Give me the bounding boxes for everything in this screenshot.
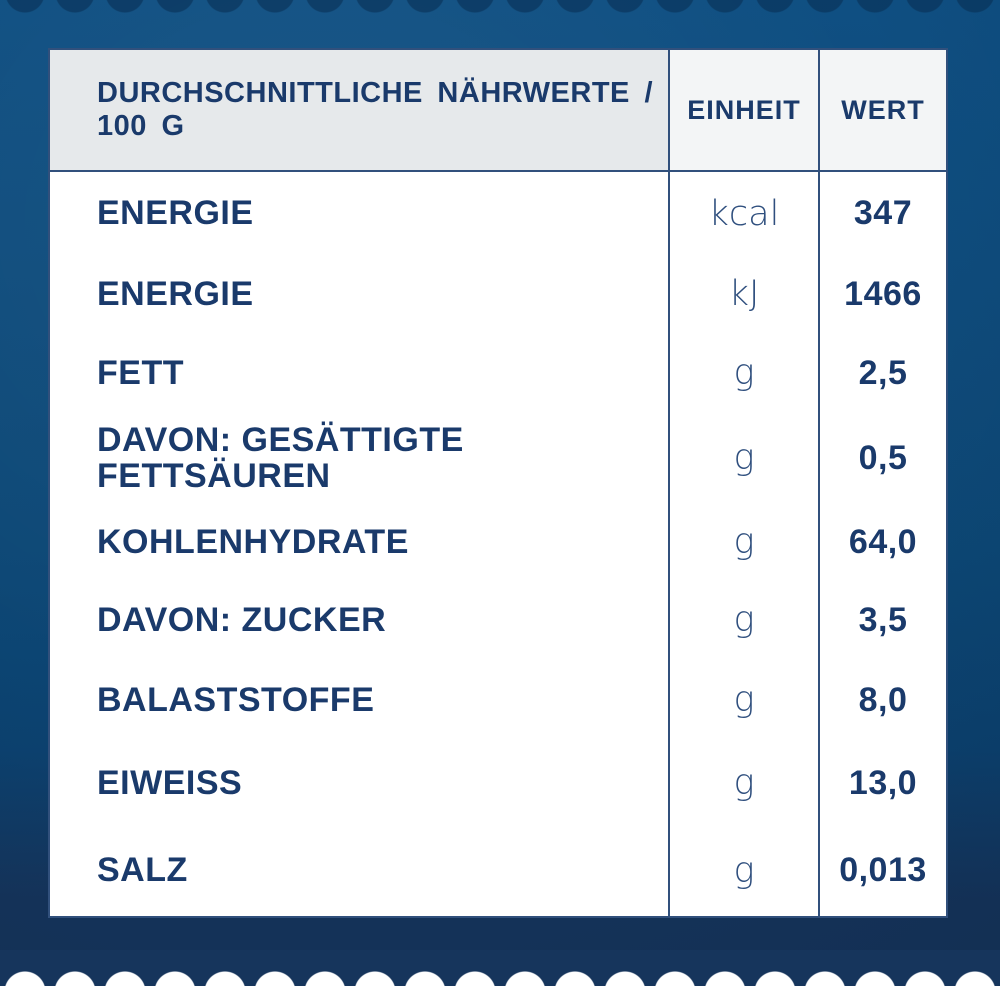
header-nutrients-label: DURCHSCHNITTLICHE NÄHRWERTE / 100 G [97,77,654,142]
value-cell: 8,0 [818,659,946,741]
unit-cell: kJ [668,255,818,333]
value-text: 2,5 [858,353,908,392]
value-text: 0,5 [858,438,908,477]
nutrient-label: EIWEISS [97,763,243,802]
scallop-edge-bottom [0,950,1000,1000]
value-cell: 1466 [818,255,946,333]
nutrient-cell: ENERGIE [50,172,668,255]
unit-cell: g [668,503,818,581]
value-cell: 3,5 [818,581,946,659]
nutrient-cell: ENERGIE [50,255,668,333]
unit-text: g [733,353,755,393]
header-unit-label: EINHEIT [687,94,801,125]
unit-cell: g [668,825,818,916]
unit-text: g [733,438,755,478]
unit-cell: g [668,741,818,825]
nutrient-label: KOHLENHYDRATE [97,522,409,561]
value-cell: 64,0 [818,503,946,581]
value-text: 8,0 [858,680,908,719]
nutrient-label: ENERGIE [97,194,254,233]
nutrient-cell: DAVON: ZUCKER [50,581,668,659]
unit-cell: kcal [668,172,818,255]
value-text: 0,013 [839,851,927,889]
value-cell: 13,0 [818,741,946,825]
nutrient-label: BALASTSTOFFE [97,680,375,719]
unit-text: g [733,680,755,720]
value-text: 347 [853,194,913,232]
header-value: WERT [818,50,946,172]
nutrient-label: DAVON: GESÄTTIGTE FETTSÄUREN [97,420,464,495]
value-cell: 0,5 [818,413,946,503]
header-unit: EINHEIT [668,50,818,172]
unit-cell: g [668,581,818,659]
nutrient-cell: SALZ [50,825,668,916]
nutrient-cell: BALASTSTOFFE [50,659,668,741]
value-cell: 0,013 [818,825,946,916]
nutrient-cell: DAVON: GESÄTTIGTE FETTSÄUREN [50,413,668,503]
unit-text: g [733,522,755,562]
header-nutrients: DURCHSCHNITTLICHE NÄHRWERTE / 100 G [50,50,668,172]
nutrient-label: ENERGIE [97,274,254,313]
nutrient-label: DAVON: ZUCKER [97,600,387,639]
unit-text: g [733,763,755,803]
value-cell: 347 [818,172,946,255]
nutrient-cell: FETT [50,333,668,413]
nutrient-label: SALZ [97,851,188,890]
unit-text: g [733,850,755,891]
value-cell: 2,5 [818,333,946,413]
unit-text: kcal [708,193,780,234]
value-text: 64,0 [848,522,918,561]
nutrient-cell: EIWEISS [50,741,668,825]
unit-cell: g [668,333,818,413]
nutrition-table: DURCHSCHNITTLICHE NÄHRWERTE / 100 G EINH… [48,48,948,918]
value-text: 3,5 [858,600,908,639]
value-text: 13,0 [848,763,918,802]
nutrient-label: FETT [97,353,184,392]
header-value-label: WERT [841,94,925,125]
unit-text: g [733,600,755,640]
unit-cell: g [668,659,818,741]
unit-cell: g [668,413,818,503]
scallop-edge-top [0,0,1000,14]
nutrient-cell: KOHLENHYDRATE [50,503,668,581]
value-text: 1466 [844,274,922,313]
unit-text: kJ [728,274,760,314]
